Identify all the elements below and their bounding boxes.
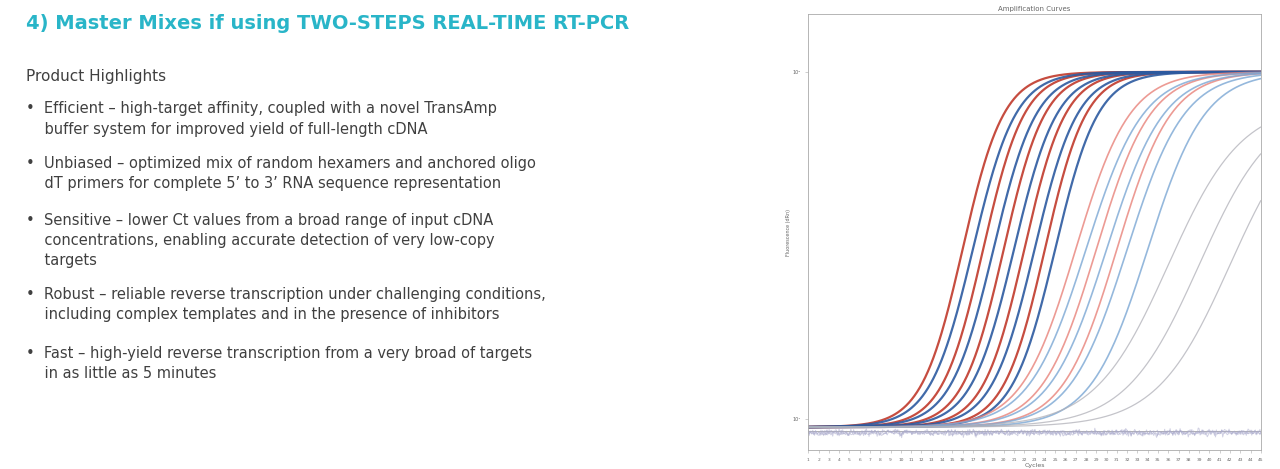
Text: Product Highlights: Product Highlights	[26, 68, 165, 83]
Text: 4) Master Mixes if using TWO-STEPS REAL-TIME RT-PCR: 4) Master Mixes if using TWO-STEPS REAL-…	[26, 14, 628, 33]
Y-axis label: Fluorescence (dRn): Fluorescence (dRn)	[786, 209, 791, 256]
Text: •  Sensitive – lower Ct values from a broad range of input cDNA
    concentratio: • Sensitive – lower Ct values from a bro…	[26, 212, 494, 268]
Text: •  Unbiased – optimized mix of random hexamers and anchored oligo
    dT primers: • Unbiased – optimized mix of random hex…	[26, 156, 535, 191]
Title: Amplification Curves: Amplification Curves	[998, 6, 1070, 12]
X-axis label: Cycles: Cycles	[1024, 463, 1044, 468]
Text: •  Fast – high-yield reverse transcription from a very broad of targets
    in a: • Fast – high-yield reverse transcriptio…	[26, 346, 531, 381]
Text: •  Efficient – high-target affinity, coupled with a novel TransAmp
    buffer sy: • Efficient – high-target affinity, coup…	[26, 101, 497, 136]
Text: •  Robust – reliable reverse transcription under challenging conditions,
    inc: • Robust – reliable reverse transcriptio…	[26, 287, 545, 322]
